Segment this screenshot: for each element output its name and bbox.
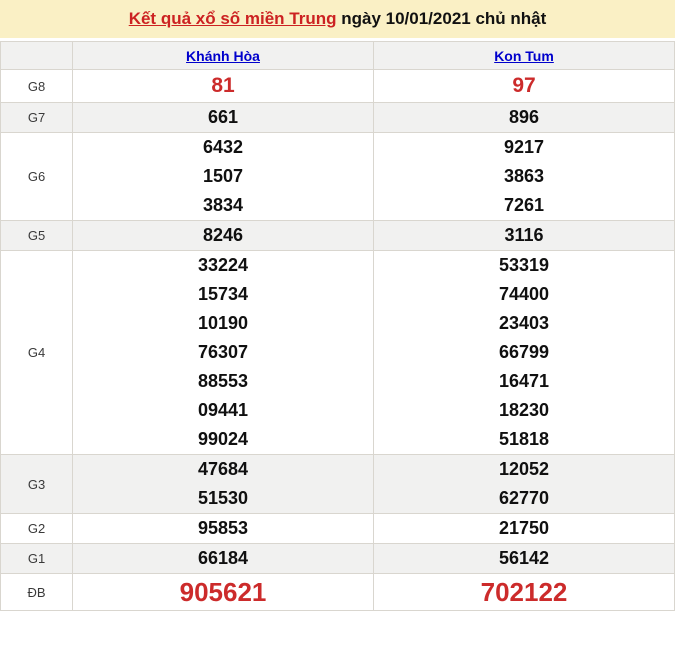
result-number: 21750 xyxy=(498,518,550,538)
result-cell: 95853 xyxy=(72,513,374,544)
results-title-bar: Kết quả xổ số miền Trung ngày 10/01/2021… xyxy=(0,0,675,38)
result-cell: 53319 74400 23403 66799 16471 18230 51818 xyxy=(373,250,675,455)
result-number: 18230 xyxy=(498,400,550,420)
prize-label: G1 xyxy=(0,543,73,574)
result-number: 97 xyxy=(512,74,536,97)
province-link-khanh-hoa[interactable]: Khánh Hòa xyxy=(186,47,260,64)
result-number: 15734 xyxy=(197,284,249,304)
result-number: 896 xyxy=(508,107,540,127)
result-cell: 56142 xyxy=(373,543,675,574)
result-cell: 661 xyxy=(72,102,374,133)
column-header-row: Khánh Hòa Kon Tum xyxy=(0,41,675,70)
prize-label: G7 xyxy=(0,102,73,133)
table-row: G3 47684 51530 12052 62770 xyxy=(0,454,675,514)
result-number: 95853 xyxy=(197,518,249,538)
result-number: 47684 xyxy=(197,459,249,479)
result-number: 9217 xyxy=(503,137,545,157)
result-number: 99024 xyxy=(197,429,249,449)
result-number: 3116 xyxy=(504,225,544,245)
prize-label: ĐB xyxy=(0,573,73,611)
prize-label: G6 xyxy=(0,132,73,221)
result-number: 3834 xyxy=(202,195,244,215)
lottery-results-table: Khánh Hòa Kon Tum G8 81 97 G7 661 896 G6 6432 15… xyxy=(0,41,675,611)
prize-label: G4 xyxy=(0,250,73,455)
result-number: 56142 xyxy=(498,548,550,568)
result-number: 74400 xyxy=(498,284,550,304)
result-cell: 896 xyxy=(373,102,675,133)
result-number: 66799 xyxy=(498,342,550,362)
result-number: 66184 xyxy=(197,548,249,568)
result-number: 51818 xyxy=(498,429,550,449)
province-link-kon-tum[interactable]: Kon Tum xyxy=(494,47,554,64)
table-row: G7 661 896 xyxy=(0,102,675,133)
result-number: 1507 xyxy=(202,166,244,186)
column-header-khanh-hoa: Khánh Hòa xyxy=(72,41,374,70)
result-number: 09441 xyxy=(197,400,249,420)
result-number: 702122 xyxy=(480,577,568,607)
table-row: ĐB 905621 702122 xyxy=(0,573,675,611)
result-number: 12052 xyxy=(498,459,550,479)
column-header-kon-tum: Kon Tum xyxy=(373,41,675,70)
result-cell: 12052 62770 xyxy=(373,454,675,514)
region-results-link[interactable]: Kết quả xổ số miền Trung xyxy=(128,9,337,28)
title-date-text: ngày 10/01/2021 chủ nhật xyxy=(336,9,547,28)
result-cell: 21750 xyxy=(373,513,675,544)
result-number: 33224 xyxy=(197,255,249,275)
result-cell: 66184 xyxy=(72,543,374,574)
result-cell: 81 xyxy=(72,69,374,103)
result-cell: 8246 xyxy=(72,220,374,251)
result-number: 7261 xyxy=(503,195,545,215)
prize-label: G2 xyxy=(0,513,73,544)
result-cell: 3116 xyxy=(373,220,675,251)
result-number: 62770 xyxy=(498,488,550,508)
result-number: 76307 xyxy=(197,342,249,362)
prize-label: G5 xyxy=(0,220,73,251)
table-row: G8 81 97 xyxy=(0,69,675,103)
table-row: G1 66184 56142 xyxy=(0,543,675,574)
result-cell: 6432 1507 3834 xyxy=(72,132,374,221)
result-number: 905621 xyxy=(179,577,267,607)
result-cell: 33224 15734 10190 76307 88553 09441 99024 xyxy=(72,250,374,455)
prize-label: G8 xyxy=(0,69,73,103)
result-cell: 905621 xyxy=(72,573,374,611)
table-row: G6 6432 1507 3834 9217 3863 7261 xyxy=(0,132,675,221)
result-number: 3863 xyxy=(503,166,545,186)
result-cell: 702122 xyxy=(373,573,675,611)
result-number: 81 xyxy=(211,74,235,97)
prize-label: G3 xyxy=(0,454,73,514)
result-number: 8246 xyxy=(202,225,244,245)
result-number: 51530 xyxy=(197,488,249,508)
result-number: 661 xyxy=(207,107,239,127)
result-number: 6432 xyxy=(202,137,244,157)
table-row: G2 95853 21750 xyxy=(0,513,675,544)
result-number: 53319 xyxy=(498,255,550,275)
table-row: G5 8246 3116 xyxy=(0,220,675,251)
result-cell: 97 xyxy=(373,69,675,103)
result-number: 23403 xyxy=(498,313,550,333)
corner-cell xyxy=(0,41,73,70)
result-cell: 9217 3863 7261 xyxy=(373,132,675,221)
result-cell: 47684 51530 xyxy=(72,454,374,514)
result-number: 10190 xyxy=(197,313,249,333)
table-row: G4 33224 15734 10190 76307 88553 09441 99024 533… xyxy=(0,250,675,455)
result-number: 88553 xyxy=(197,371,249,391)
result-number: 16471 xyxy=(498,371,550,391)
